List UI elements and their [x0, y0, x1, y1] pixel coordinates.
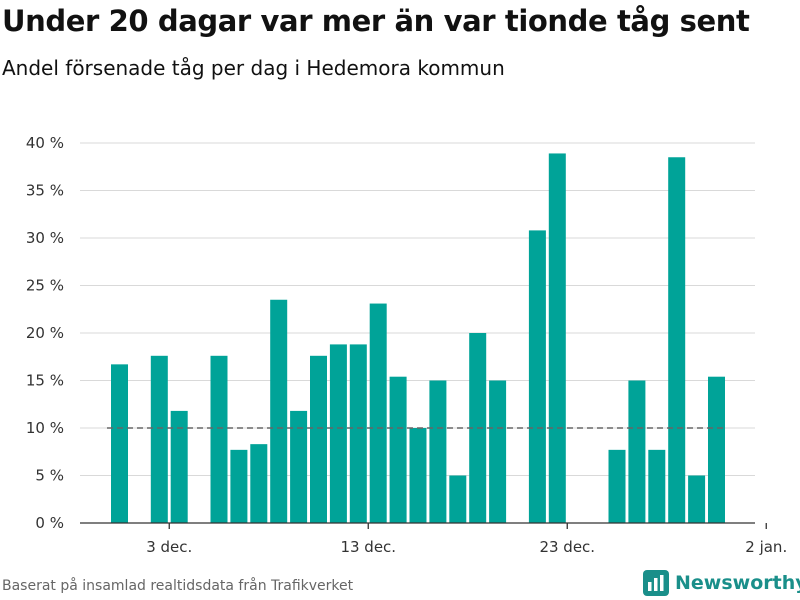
- bar: [708, 376, 725, 523]
- y-tick-label: 30 %: [26, 229, 64, 247]
- bars: [111, 153, 725, 523]
- bar: [349, 344, 367, 523]
- x-tick-label: 3 dec.: [146, 538, 192, 556]
- bar: [250, 444, 268, 523]
- bar-chart-logo-icon: [643, 570, 669, 596]
- source-note: Baserat på insamlad realtidsdata från Tr…: [2, 578, 354, 594]
- x-axis: [80, 522, 767, 529]
- bar: [150, 355, 168, 523]
- brand-name: Newsworthy: [675, 572, 800, 594]
- bar: [310, 355, 327, 523]
- bar: [548, 153, 566, 523]
- x-tick-label: 23 dec.: [539, 538, 595, 556]
- bar: [449, 475, 467, 523]
- y-tick-label: 35 %: [26, 182, 64, 200]
- tick-labels: 0 % 5 % 10 % 15 % 20 % 25 % 30 % 35 % 40 % 3 dec.…: [26, 134, 787, 556]
- bar: [608, 449, 626, 523]
- x-tick-label: 2 jan.: [745, 538, 787, 556]
- bar: [369, 303, 387, 523]
- chart-title: Under 20 dagar var mer än var tionde tåg…: [2, 4, 750, 38]
- y-tick-label: 10 %: [26, 419, 64, 437]
- y-tick-label: 15 %: [26, 372, 64, 390]
- bar: [648, 449, 666, 523]
- bar: [210, 355, 228, 523]
- bar: [270, 299, 288, 523]
- bar: [329, 344, 347, 523]
- bar: [409, 428, 427, 523]
- chart-subtitle: Andel försenade tåg per dag i Hedemora k…: [2, 56, 505, 80]
- bar: [389, 376, 407, 523]
- y-tick-label: 20 %: [26, 324, 64, 342]
- bar: [628, 380, 646, 523]
- y-tick-label: 25 %: [26, 277, 64, 295]
- x-tick-label: 13 dec.: [340, 538, 396, 556]
- bar: [170, 410, 188, 523]
- bar: [111, 364, 128, 523]
- bar: [230, 449, 248, 523]
- newsworthy-logo: Newsworthy: [643, 570, 800, 596]
- bar: [528, 230, 546, 523]
- y-tick-label: 0 %: [35, 514, 64, 532]
- bar: [290, 410, 308, 523]
- gridlines: [80, 142, 755, 476]
- bar: [668, 157, 686, 523]
- y-tick-label: 5 %: [35, 467, 64, 485]
- bar: [688, 475, 706, 523]
- bar: [429, 380, 447, 523]
- bar: [489, 380, 507, 523]
- y-tick-label: 40 %: [26, 134, 64, 152]
